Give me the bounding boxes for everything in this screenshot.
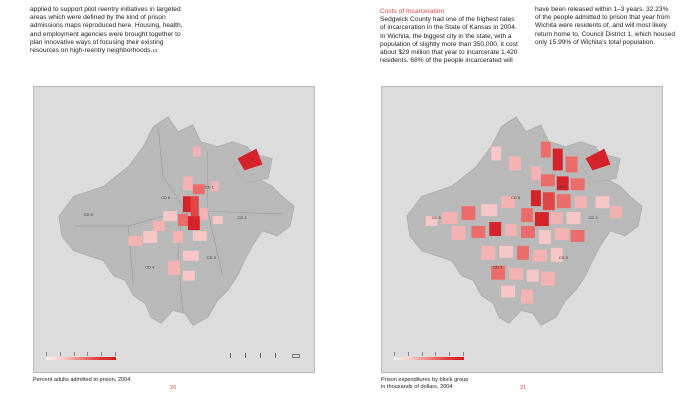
district-label-cd2: CD 2 [589, 215, 598, 220]
right-column-2: have been released within 1–3 years. 32.… [535, 6, 675, 47]
district-label-cd3: CD 3 [207, 255, 217, 260]
district-label-cd5: CD 5 [432, 215, 442, 220]
map-legend [46, 350, 116, 360]
right-column-1: Costs of Incarceration Sedgwick County h… [380, 8, 520, 65]
prison-expenditures-map: CD 1 CD 2 CD 3 CD 4 CD 5 CD 6 [381, 86, 663, 373]
north-arrow-icon [292, 354, 300, 358]
left-map-caption: Percent adults admitted to prison, 2004 [33, 377, 131, 383]
hotspot-northeast [237, 148, 263, 171]
district-label-cd1: CD 1 [557, 184, 567, 189]
prison-admissions-map: CD 1 CD 2 CD 3 CD 4 CD 5 CD 6 [33, 86, 315, 373]
scale-bar [230, 352, 300, 358]
district-label-cd3: CD 3 [559, 255, 569, 260]
page-number-right: 21 [520, 385, 527, 391]
admissions-map-svg: CD 1 CD 2 CD 3 CD 4 CD 5 CD 6 [58, 116, 295, 326]
footnote-ref: 13 [152, 48, 158, 54]
district-label-cd1: CD 1 [205, 184, 215, 189]
left-page: applied to support pilot reentry initiat… [30, 6, 315, 391]
map-legend [394, 350, 464, 360]
district-label-cd2: CD 2 [238, 215, 247, 220]
right-caption-line2: in thousands of dollars, 2004 [381, 384, 453, 390]
district-label-cd6: CD 6 [161, 195, 171, 200]
section-title: Costs of Incarceration [380, 8, 445, 15]
right-page: Costs of Incarceration Sedgwick County h… [350, 0, 700, 400]
column2-paragraph: have been released within 1–3 years. 32.… [535, 6, 675, 46]
page-number-left: 20 [170, 385, 177, 391]
column1-paragraph: Sedgwick County had one of the highest r… [380, 16, 518, 65]
left-paragraph: applied to support pilot reentry initiat… [30, 6, 183, 55]
right-map-caption: Prison expenditures by block group in th… [381, 377, 501, 391]
left-body-text: applied to support pilot reentry initiat… [30, 6, 190, 55]
district-label-cd4: CD 4 [493, 265, 503, 270]
district-label-cd6: CD 6 [511, 195, 521, 200]
right-caption-line1: Prison expenditures by block group [381, 377, 469, 383]
district-label-cd5: CD 5 [84, 212, 94, 217]
expenditures-map-svg: CD 1 CD 2 CD 3 CD 4 CD 5 CD 6 [406, 116, 643, 326]
district-label-cd4: CD 4 [145, 265, 155, 270]
